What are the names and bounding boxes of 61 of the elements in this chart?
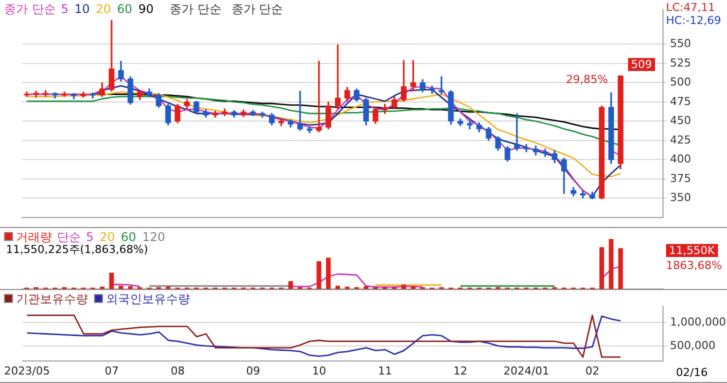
bar	[364, 286, 368, 289]
candlestick	[42, 90, 48, 97]
y-tick-label: 500,000	[670, 338, 716, 352]
text: 20	[96, 2, 112, 16]
bar	[599, 247, 604, 289]
text: 1863,68%	[666, 259, 722, 272]
x-tick-label: 12	[453, 364, 468, 378]
text: 90	[138, 2, 154, 16]
y-tick-label: 375	[670, 172, 691, 185]
bar	[326, 258, 331, 289]
bar	[316, 261, 322, 289]
text: 60	[120, 230, 136, 244]
text: 5	[86, 230, 94, 244]
text: 20	[100, 230, 115, 244]
bar	[109, 272, 114, 289]
annotation: 종가 단순	[170, 2, 222, 16]
bar	[618, 248, 623, 289]
y-tick-label: 550	[670, 37, 691, 50]
text: 120	[142, 230, 166, 244]
y-tick-label: 1,000,000	[670, 316, 726, 329]
y-tick-label: 450	[670, 114, 691, 128]
legend-title: 단순	[57, 230, 81, 244]
bar	[118, 286, 124, 289]
y-tick-label: 525	[670, 56, 691, 70]
bar	[128, 286, 133, 289]
x-tick-label: 2024/01	[504, 364, 550, 378]
candlestick	[429, 85, 435, 94]
annotation: 종가 단순	[231, 2, 284, 16]
bar	[288, 281, 293, 289]
y-tick-label: 475	[670, 94, 691, 108]
y-tick-label: 350	[670, 191, 691, 204]
text: HC:-12,69	[666, 14, 722, 27]
text: 02/16	[676, 366, 708, 379]
text: 5	[60, 2, 68, 16]
text: 11,550K	[666, 244, 718, 257]
x-tick-label: 11	[378, 364, 392, 378]
y-tick-label: 425	[670, 133, 691, 146]
text: 60	[117, 2, 132, 16]
y-tick-label: 500	[670, 76, 691, 89]
legend-title: 종가 단순	[4, 2, 56, 16]
y-tick-label: 400	[670, 152, 691, 166]
bar	[335, 286, 340, 289]
legend-label: 거래량	[16, 230, 52, 244]
annotation: 29,85%	[566, 73, 608, 86]
bar	[608, 239, 614, 289]
candlestick	[316, 60, 322, 132]
legend-label: 외국인보유수량	[106, 292, 190, 306]
x-tick-label: 2023/05	[4, 364, 50, 378]
x-tick-label: 02	[585, 364, 600, 378]
x-tick-label: 10	[312, 364, 326, 378]
legend-label: 기관보유수량	[16, 292, 88, 306]
annotation: 509	[628, 58, 655, 71]
x-tick-label: 08	[170, 364, 185, 378]
bar	[410, 286, 416, 289]
x-tick-label: 09	[246, 364, 260, 378]
candlestick	[438, 76, 444, 95]
text: LC:47,11	[666, 1, 716, 14]
text: 10	[74, 2, 90, 16]
annotation: 11,550,225주(1,863,68%)	[6, 243, 148, 257]
x-tick-label: 07	[104, 364, 119, 378]
bar	[401, 284, 406, 289]
